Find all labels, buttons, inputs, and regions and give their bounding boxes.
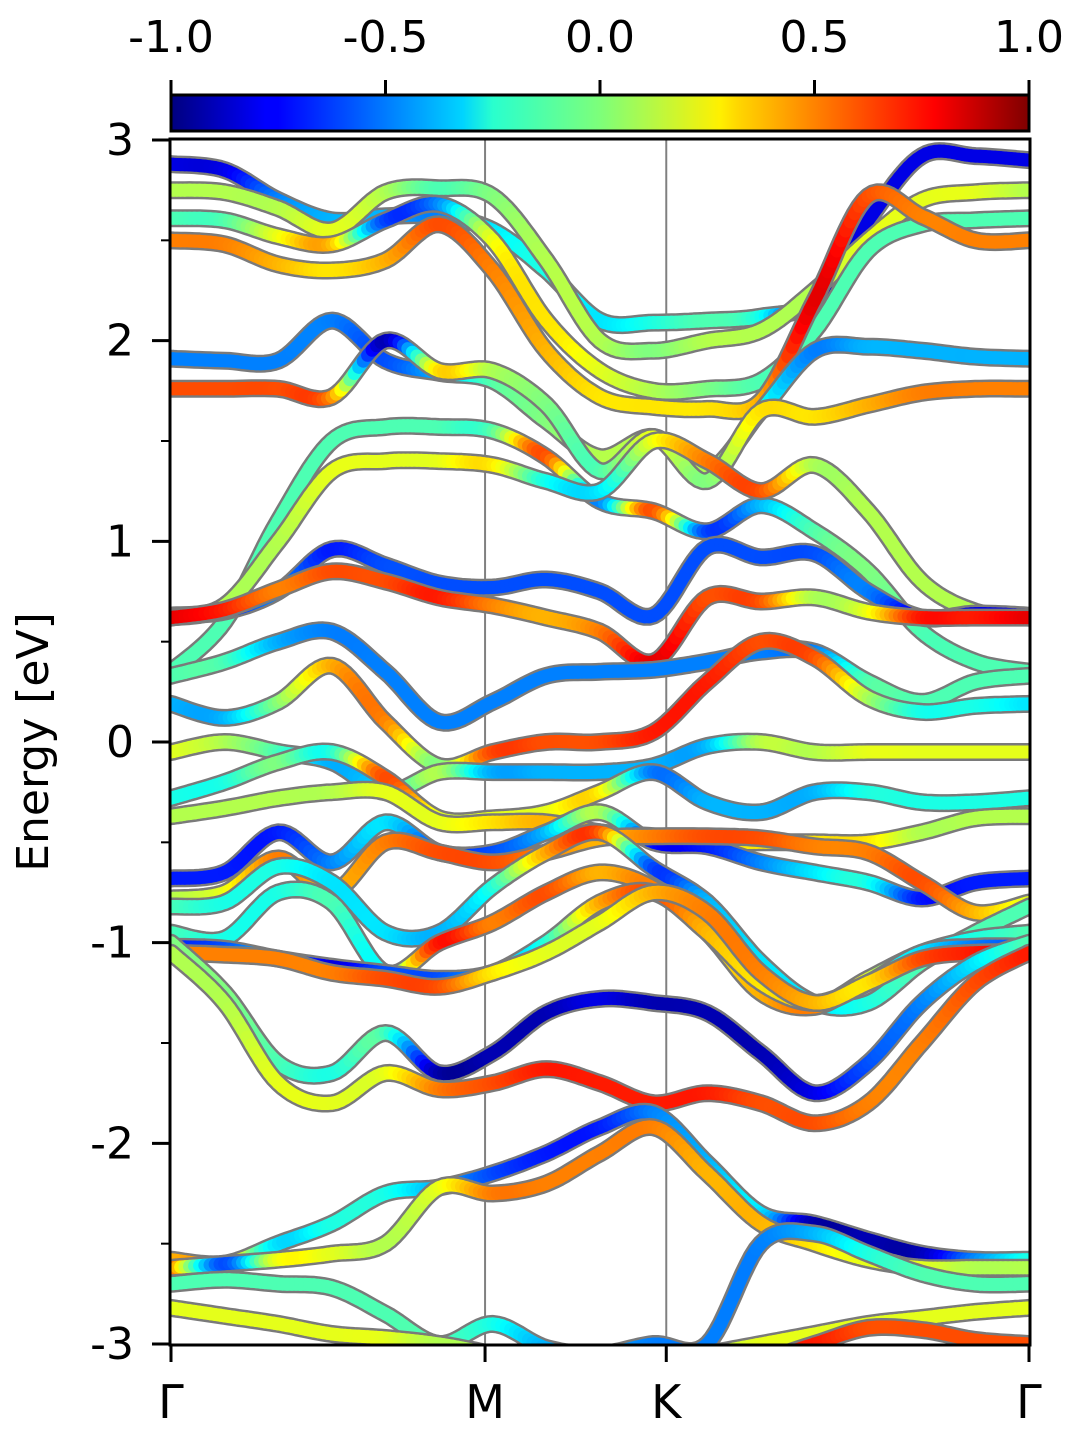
band-segment [605, 1353, 609, 1354]
colorbar-tick-label: -1.0 [128, 12, 214, 63]
band-24 [171, 1102, 1029, 1274]
band-6 [171, 331, 1029, 491]
band-segment [564, 1352, 568, 1353]
band-segment [560, 1351, 565, 1352]
colorbar-tick-label: 0.5 [780, 12, 850, 63]
band-12 [171, 631, 1029, 777]
band-segment [665, 1340, 681, 1344]
band-segment [695, 1341, 709, 1344]
colorbar: -1.0 -0.5 0.0 0.5 1.0 [128, 12, 1064, 133]
band-3 [171, 194, 1029, 401]
colorbar-tick-label: 1.0 [994, 12, 1064, 63]
bands [171, 142, 1029, 1354]
band-segment [546, 1342, 558, 1344]
band-segment [685, 1351, 690, 1352]
colorbar-tick-label: 0.0 [565, 12, 635, 63]
band-segment [535, 1340, 552, 1344]
band-segment [671, 1341, 684, 1344]
band-segment [623, 1341, 637, 1344]
band-segment [541, 1341, 555, 1344]
band-segment [626, 1340, 642, 1344]
colorbar-gradient [169, 93, 1031, 133]
band-10 [171, 562, 1029, 672]
band-segment [613, 1352, 618, 1353]
colorbar-ticks: -1.0 -0.5 0.0 0.5 1.0 [128, 12, 1064, 95]
band-segment [553, 1343, 558, 1344]
band-segment [609, 1352, 614, 1353]
band-segment [569, 1353, 574, 1354]
band-segment [677, 1343, 686, 1344]
band-segment [621, 1342, 631, 1344]
band-segment [618, 1351, 622, 1352]
band-14 [171, 742, 1029, 831]
colorbar-tick-label: -0.5 [343, 12, 429, 63]
band-segment [694, 1343, 702, 1344]
